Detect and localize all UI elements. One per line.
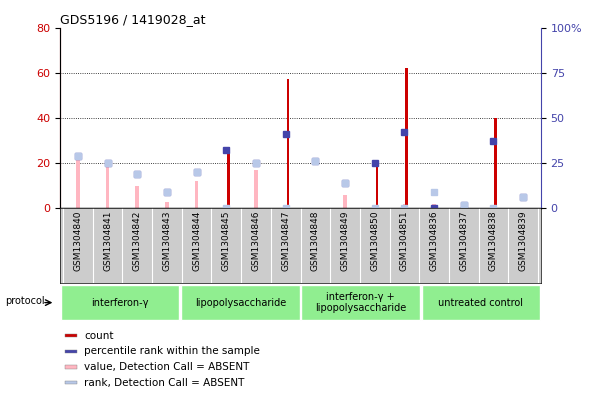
Bar	[343, 195, 347, 208]
Bar	[195, 181, 198, 208]
Text: GSM1304841: GSM1304841	[103, 211, 112, 271]
Text: count: count	[84, 331, 114, 341]
Text: percentile rank within the sample: percentile rank within the sample	[84, 346, 260, 356]
Text: GSM1304836: GSM1304836	[430, 211, 439, 271]
Text: GSM1304842: GSM1304842	[133, 211, 142, 271]
Bar	[254, 170, 258, 208]
Text: protocol: protocol	[5, 296, 44, 306]
Bar	[287, 79, 290, 208]
Text: GSM1304846: GSM1304846	[251, 211, 260, 271]
Bar	[405, 68, 408, 208]
Text: interferon-γ: interferon-γ	[91, 298, 149, 308]
Text: GSM1304840: GSM1304840	[73, 211, 82, 271]
Text: GSM1304837: GSM1304837	[459, 211, 468, 271]
Bar	[65, 334, 77, 337]
Bar	[65, 350, 77, 353]
Bar	[462, 206, 466, 208]
Bar	[182, 285, 299, 320]
Text: GSM1304847: GSM1304847	[281, 211, 290, 271]
Bar	[76, 156, 80, 208]
Bar	[227, 147, 230, 208]
Bar	[422, 285, 540, 320]
Text: untreated control: untreated control	[438, 298, 523, 308]
Text: GSM1304849: GSM1304849	[341, 211, 350, 271]
Text: GSM1304843: GSM1304843	[162, 211, 171, 271]
Text: GSM1304844: GSM1304844	[192, 211, 201, 271]
Text: GSM1304851: GSM1304851	[400, 211, 409, 271]
Bar	[106, 163, 109, 208]
Text: rank, Detection Call = ABSENT: rank, Detection Call = ABSENT	[84, 378, 245, 388]
Text: value, Detection Call = ABSENT: value, Detection Call = ABSENT	[84, 362, 249, 372]
Text: GSM1304848: GSM1304848	[311, 211, 320, 271]
Bar	[165, 202, 169, 208]
Text: GDS5196 / 1419028_at: GDS5196 / 1419028_at	[60, 13, 206, 26]
Bar	[376, 165, 379, 208]
Text: lipopolysaccharide: lipopolysaccharide	[195, 298, 286, 308]
Bar	[495, 118, 497, 208]
Text: GSM1304850: GSM1304850	[370, 211, 379, 271]
Bar	[61, 285, 179, 320]
Text: interferon-γ +
lipopolysaccharide: interferon-γ + lipopolysaccharide	[315, 292, 406, 313]
Bar	[65, 365, 77, 369]
Text: GSM1304839: GSM1304839	[519, 211, 528, 271]
Bar	[301, 285, 419, 320]
Bar	[65, 381, 77, 384]
Bar	[403, 204, 406, 208]
Text: GSM1304845: GSM1304845	[222, 211, 231, 271]
Bar	[432, 204, 436, 208]
Text: GSM1304838: GSM1304838	[489, 211, 498, 271]
Bar	[135, 185, 139, 208]
